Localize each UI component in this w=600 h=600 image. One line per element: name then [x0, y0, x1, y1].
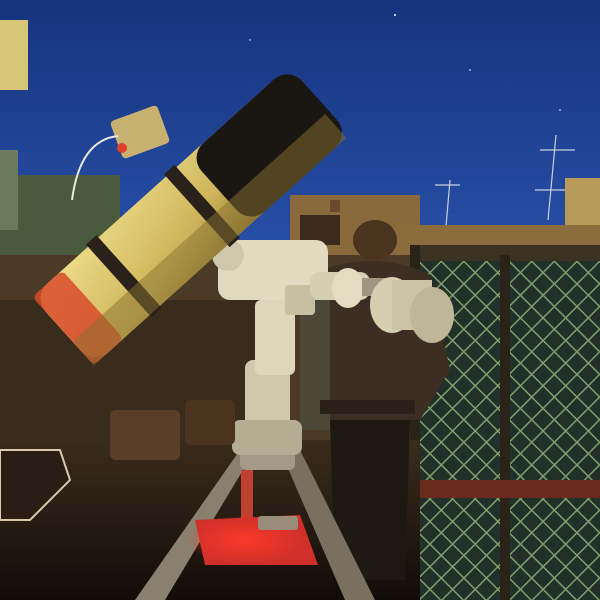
camera-cable [71, 135, 119, 201]
counterweight-assembly [310, 268, 454, 343]
ground-objects [0, 400, 235, 521]
guide-camera [110, 105, 170, 159]
fence [410, 245, 600, 600]
telescope-mount [212, 239, 328, 455]
telescope-tube [34, 74, 347, 366]
tv-antennas [435, 134, 575, 239]
accessory-box [258, 516, 298, 530]
